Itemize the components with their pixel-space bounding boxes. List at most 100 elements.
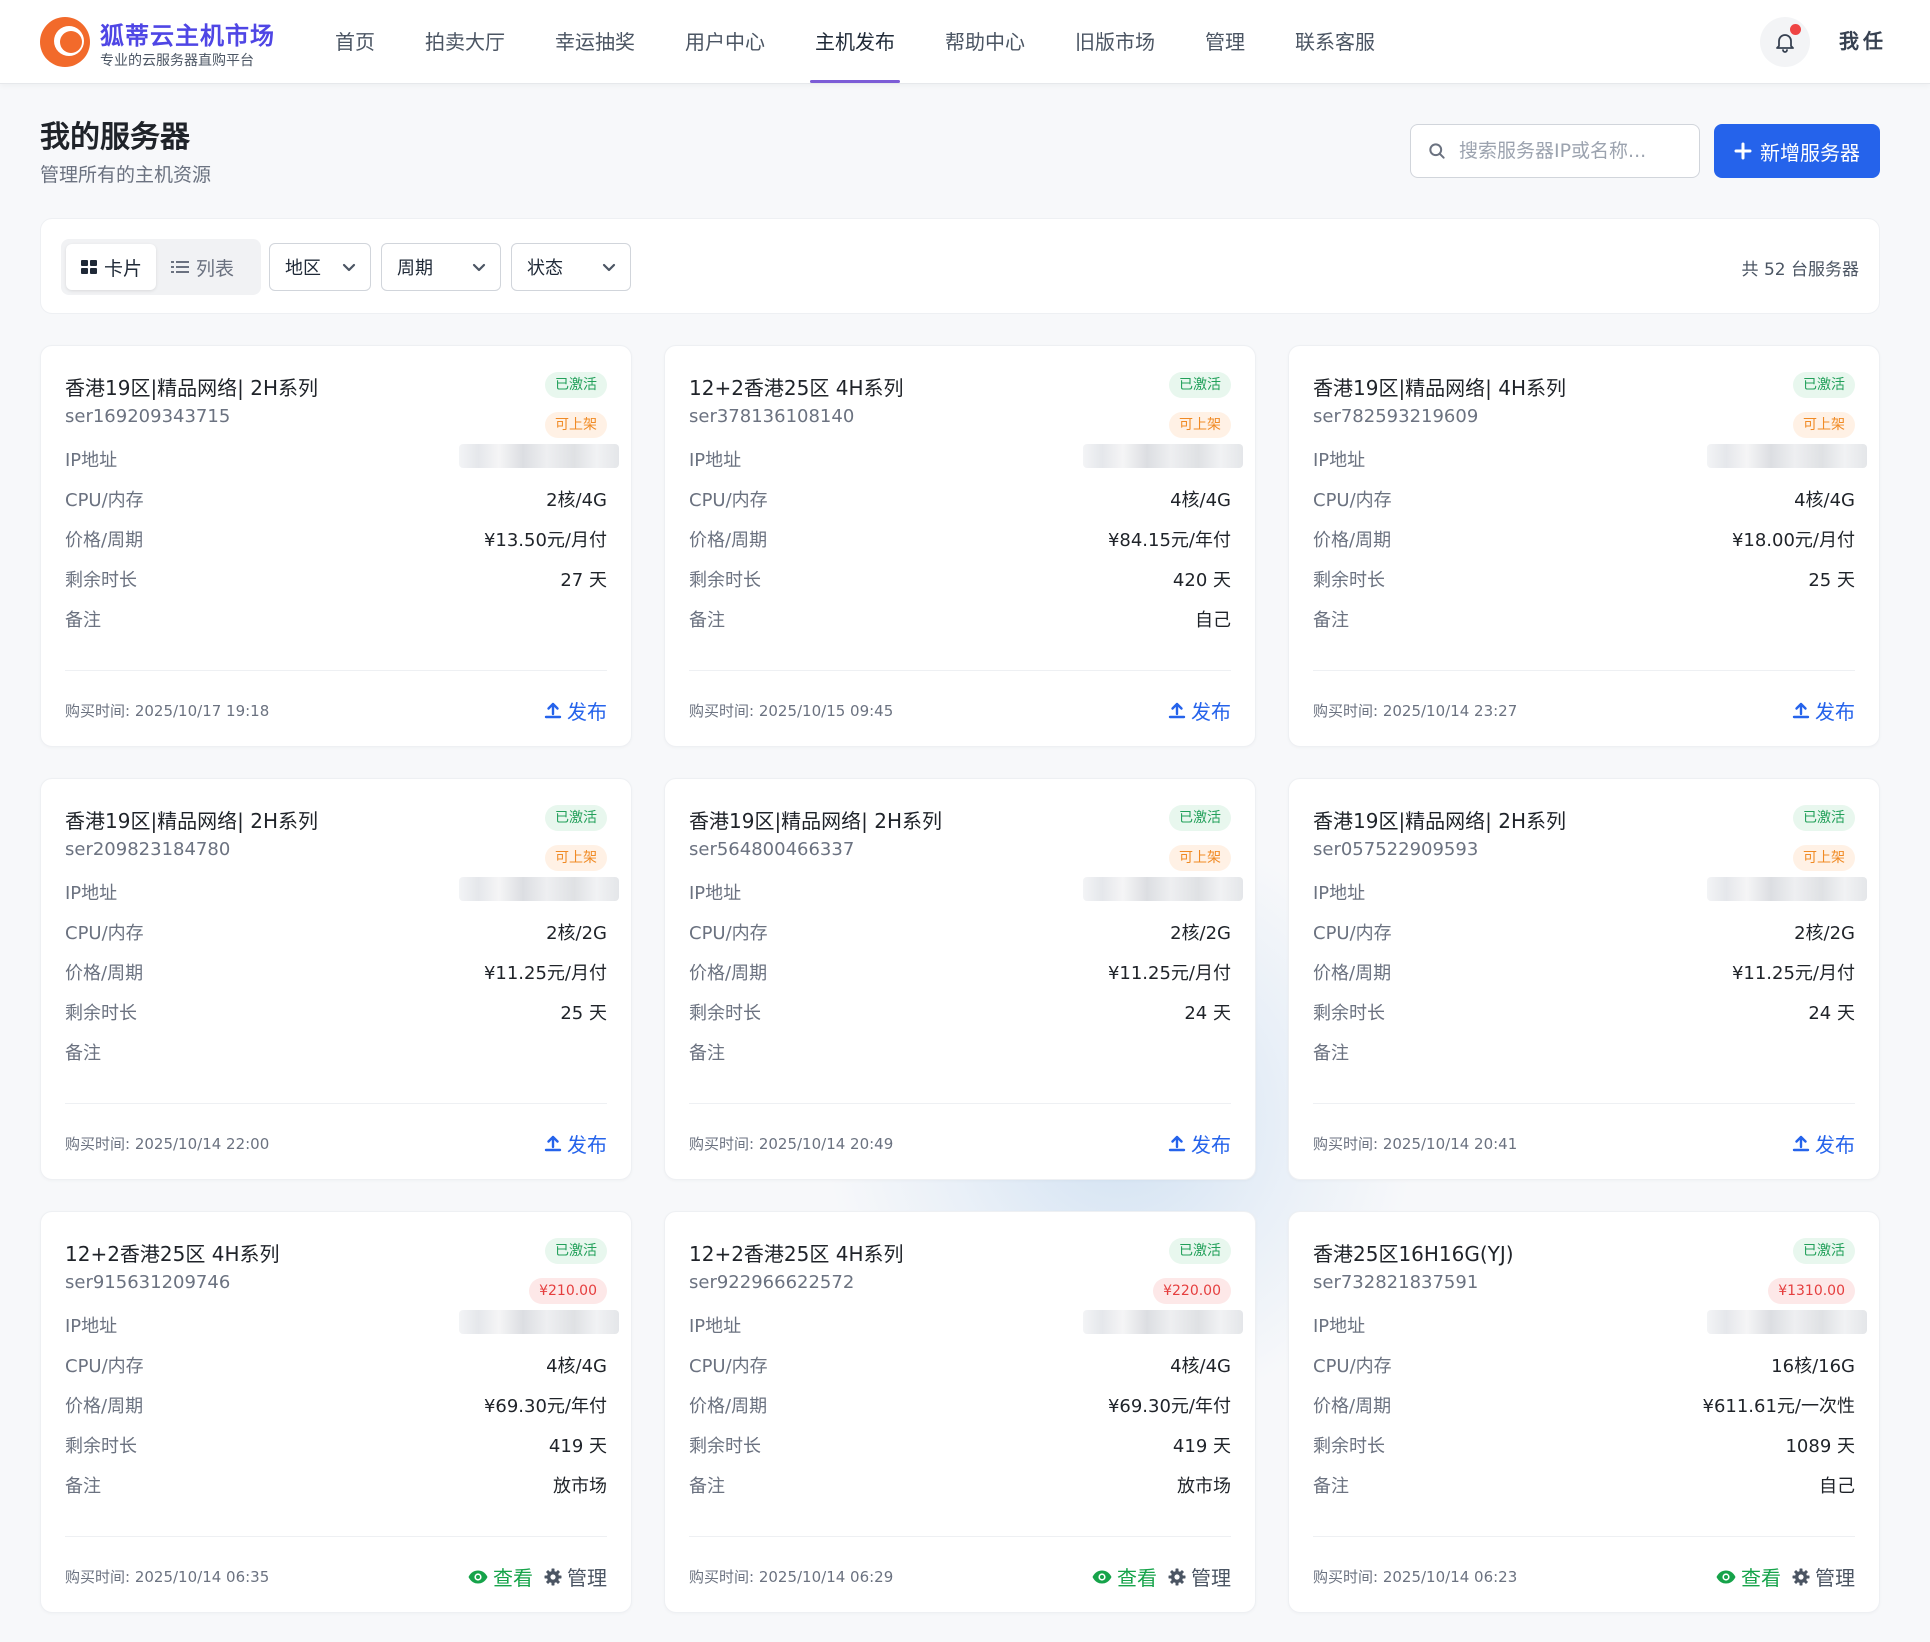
purchase-time: 购买时间: 2025/10/17 19:18 [65,702,270,720]
card-view-label: 卡片 [104,257,143,280]
nav-item[interactable]: 管理 [1205,30,1245,54]
nav-item[interactable]: 首页 [335,30,375,54]
remaining-row: 剩余时长 419 天 [689,1432,1231,1462]
card-divider [689,670,1231,671]
ip-address-blurred [1707,1310,1867,1334]
nav-item[interactable]: 拍卖大厅 [425,30,505,54]
server-id: ser915631209746 [65,1272,231,1293]
ip-address-blurred [1083,444,1243,468]
top-header: 狐蒂云主机市场 专业的云服务器直购平台 首页 拍卖大厅 幸运抽奖 用户中心 主机发布 帮助… [0,0,1930,84]
ip-row: IP地址 [65,877,619,909]
nav-item[interactable]: 旧版市场 [1075,30,1155,54]
price-row: 价格/周期 ¥18.00元/月付 [1313,526,1855,556]
publish-button[interactable]: 发布 [543,1129,607,1158]
view-button[interactable]: 查看 [1715,1562,1781,1591]
remaining-row: 剩余时长 24 天 [1313,999,1855,1029]
field-value: 2核/2G [1794,923,1855,944]
purchase-time: 购买时间: 2025/10/14 22:00 [65,1135,270,1153]
page-title: 我的服务器 [40,120,190,155]
note-row: 备注 [1313,1039,1855,1069]
listable-badge: 可上架 [1169,845,1231,871]
nav-item[interactable]: 帮助中心 [945,30,1025,54]
cycle-select[interactable]: 周期 [381,243,501,291]
status-select[interactable]: 状态 [511,243,631,291]
filter-toolbar: 卡片 列表 地区 周期 状态 共 52 台服务器 [40,218,1880,314]
purchase-time: 购买时间: 2025/10/14 06:23 [1313,1568,1518,1586]
nav-item[interactable]: 主机发布 [790,0,920,84]
field-label: 备注 [65,1043,101,1064]
card-divider [65,670,607,671]
note-row: 备注 自己 [689,606,1231,636]
view-button[interactable]: 查看 [1091,1562,1157,1591]
publish-button[interactable]: 发布 [1791,696,1855,725]
card-actions: 查看 管理 [1715,1562,1855,1591]
region-select[interactable]: 地区 [269,243,371,291]
server-id: ser564800466337 [689,839,855,860]
field-label: 价格/周期 [65,530,144,551]
ip-address-blurred [459,444,619,468]
field-label: CPU/内存 [1313,1356,1392,1377]
status-badge: 已激活 [1793,372,1855,398]
price-badge: ¥210.00 [529,1278,607,1304]
search-box[interactable] [1410,124,1700,178]
nav-item[interactable]: 幸运抽奖 [555,30,635,54]
field-label: 剩余时长 [1313,1436,1385,1457]
fox-logo-icon[interactable] [40,17,90,67]
server-id: ser922966622572 [689,1272,855,1293]
nav-item[interactable]: 用户中心 [685,30,765,54]
field-label: 剩余时长 [1313,1003,1385,1024]
purchase-time: 购买时间: 2025/10/14 23:27 [1313,702,1518,720]
price-row: 价格/周期 ¥11.25元/月付 [65,959,607,989]
nav-item[interactable]: 联系客服 [1295,30,1375,54]
publish-button[interactable]: 发布 [1167,696,1231,725]
listable-badge: 可上架 [545,845,607,871]
field-value: 16核/16G [1771,1356,1855,1377]
publish-label: 发布 [1815,1133,1855,1157]
publish-button[interactable]: 发布 [543,696,607,725]
field-value: ¥611.61元/一次性 [1702,1396,1856,1417]
card-divider [1313,1536,1855,1537]
server-id: ser209823184780 [65,839,231,860]
manage-button[interactable]: 管理 [1791,1562,1855,1591]
status-badge: 已激活 [1793,805,1855,831]
search-input[interactable] [1459,140,1689,162]
publish-button[interactable]: 发布 [1167,1129,1231,1158]
server-name: 12+2香港25区 4H系列 [689,376,904,400]
server-count: 共 52 台服务器 [1741,260,1859,280]
card-view-button[interactable]: 卡片 [66,244,157,290]
field-value: 419 天 [548,1436,607,1457]
field-label: IP地址 [65,1316,118,1337]
notification-button[interactable] [1760,17,1810,67]
field-label: 备注 [689,1476,725,1497]
cycle-select-label: 周期 [397,258,433,279]
user-avatar[interactable]: 我 任 [1834,14,1888,68]
add-server-button[interactable]: 新增服务器 [1714,124,1880,178]
avatar-char: 任 [1863,29,1883,53]
publish-button[interactable]: 发布 [1791,1129,1855,1158]
field-label: 价格/周期 [65,963,144,984]
price-row: 价格/周期 ¥13.50元/月付 [65,526,607,556]
field-value: ¥69.30元/年付 [483,1396,607,1417]
server-card: 香港19区|精品网络| 4H系列 ser782593219609 已激活 可上架 IP地… [1288,345,1880,747]
field-label: 备注 [689,610,725,631]
ip-row: IP地址 [1313,1310,1867,1342]
field-value: 自己 [1195,610,1231,631]
manage-label: 管理 [1191,1566,1231,1590]
site-title[interactable]: 狐蒂云主机市场 [100,22,275,50]
card-actions: 发布 [1167,696,1231,725]
field-label: CPU/内存 [1313,490,1392,511]
remaining-row: 剩余时长 25 天 [1313,566,1855,596]
price-row: 价格/周期 ¥611.61元/一次性 [1313,1392,1855,1422]
note-row: 备注 放市场 [65,1472,607,1502]
list-icon [171,261,190,273]
gear-icon [1792,1568,1810,1585]
card-actions: 查看 管理 [1091,1562,1231,1591]
field-value: ¥11.25元/月付 [1731,963,1855,984]
manage-button[interactable]: 管理 [1167,1562,1231,1591]
server-card: 香港19区|精品网络| 2H系列 ser057522909593 已激活 可上架 IP地… [1288,778,1880,1180]
ip-address-blurred [459,1310,619,1334]
manage-button[interactable]: 管理 [543,1562,607,1591]
field-label: CPU/内存 [689,1356,768,1377]
view-button[interactable]: 查看 [467,1562,533,1591]
list-view-button[interactable]: 列表 [156,244,248,290]
